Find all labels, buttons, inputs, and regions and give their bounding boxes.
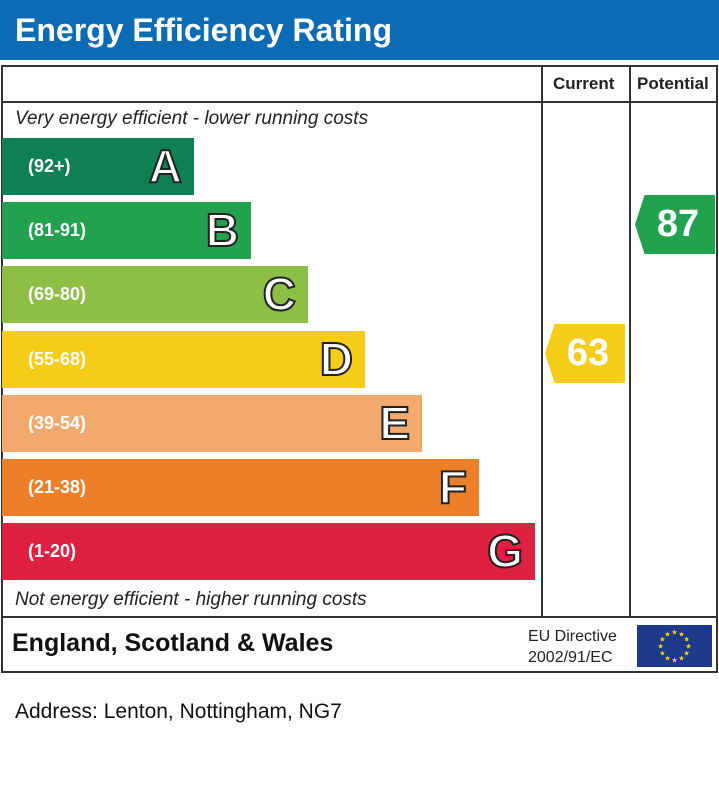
- band-range: (92+): [28, 156, 71, 176]
- svg-text:★: ★: [678, 630, 684, 638]
- band-range: (55-68): [28, 349, 87, 369]
- band-range: (1-20): [28, 541, 77, 561]
- svg-text:★: ★: [657, 643, 663, 651]
- divider: [1, 101, 718, 103]
- svg-text:★: ★: [664, 630, 670, 638]
- current-rating-value: 63: [566, 332, 610, 374]
- svg-text:★: ★: [659, 650, 665, 658]
- page-title: Energy Efficiency Rating: [0, 0, 719, 60]
- svg-text:★: ★: [683, 636, 689, 644]
- directive-line1: EU Directive: [528, 628, 617, 645]
- potential-header: Potential: [637, 74, 709, 93]
- band-letter: F: [438, 460, 468, 514]
- top-note: Very energy efficient - lower running co…: [15, 108, 369, 129]
- svg-text:★: ★: [678, 655, 684, 663]
- bottom-note: Not energy efficient - higher running co…: [15, 589, 367, 610]
- band-f: (21-38) F: [2, 459, 479, 516]
- potential-rating-value: 87: [656, 203, 700, 245]
- divider: [1, 616, 718, 618]
- band-g: (1-20) G: [2, 523, 535, 580]
- potential-rating-arrow: 87: [635, 195, 715, 254]
- band-letter: E: [378, 396, 411, 450]
- svg-text:★: ★: [659, 636, 665, 644]
- band-range: (81-91): [28, 220, 87, 240]
- band-c: (69-80) C: [2, 266, 308, 323]
- divider: [629, 65, 631, 618]
- band-letter: B: [205, 203, 240, 257]
- band-letter: C: [262, 267, 297, 321]
- band-e: (39-54) E: [2, 395, 422, 452]
- divider: [541, 65, 543, 618]
- eu-directive: EU Directive 2002/91/EC: [528, 626, 617, 668]
- svg-text:★: ★: [671, 657, 677, 665]
- band-a: (92+) A: [2, 138, 194, 195]
- current-header: Current: [553, 74, 615, 93]
- svg-text:★: ★: [664, 655, 670, 663]
- band-letter: G: [486, 524, 524, 578]
- band-letter: D: [319, 332, 354, 386]
- region-label: England, Scotland & Wales: [12, 629, 334, 657]
- svg-text:★: ★: [685, 643, 691, 651]
- address: Address: Lenton, Nottingham, NG7: [15, 700, 342, 723]
- band-d: (55-68) D: [2, 331, 365, 388]
- band-b: (81-91) B: [2, 202, 251, 259]
- current-rating-arrow: 63: [545, 324, 625, 383]
- band-range: (69-80): [28, 284, 87, 304]
- svg-text:★: ★: [683, 650, 689, 658]
- directive-line2: 2002/91/EC: [528, 649, 613, 666]
- eu-flag-icon: ★ ★★★★★★★★★★★: [637, 625, 712, 667]
- band-range: (21-38): [28, 477, 87, 497]
- svg-text:★: ★: [671, 629, 677, 637]
- band-letter: A: [148, 139, 183, 193]
- band-range: (39-54): [28, 413, 87, 433]
